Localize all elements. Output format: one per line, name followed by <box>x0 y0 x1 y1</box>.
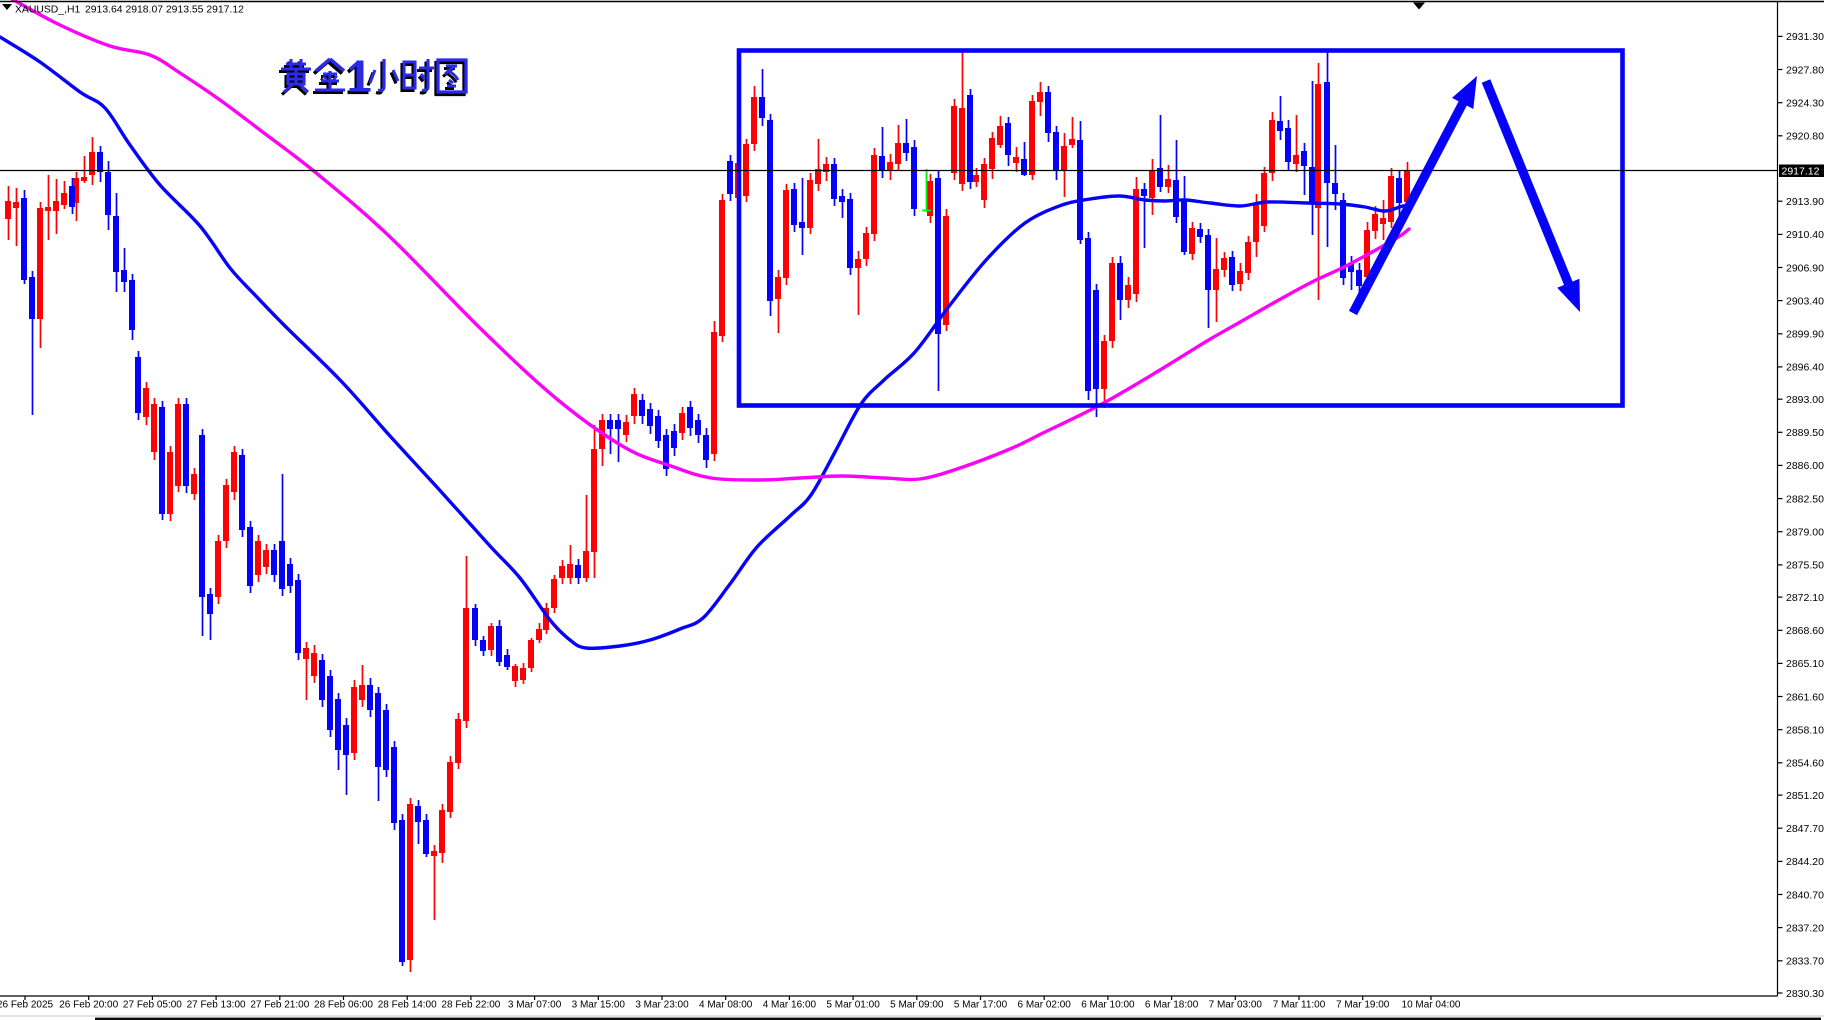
svg-text:28 Feb 14:00: 28 Feb 14:00 <box>378 1000 437 1011</box>
svg-text:2851.20: 2851.20 <box>1786 790 1824 802</box>
svg-text:27 Feb 05:00: 27 Feb 05:00 <box>123 1000 182 1011</box>
svg-text:2844.20: 2844.20 <box>1786 856 1824 868</box>
svg-text:4 Mar 16:00: 4 Mar 16:00 <box>763 1000 817 1011</box>
svg-text:6 Mar 02:00: 6 Mar 02:00 <box>1018 1000 1072 1011</box>
svg-text:26 Feb 2025: 26 Feb 2025 <box>0 1000 54 1011</box>
svg-text:2886.00: 2886.00 <box>1786 460 1824 472</box>
svg-text:6 Mar 10:00: 6 Mar 10:00 <box>1081 1000 1135 1011</box>
svg-text:5 Mar 09:00: 5 Mar 09:00 <box>890 1000 944 1011</box>
svg-text:2903.40: 2903.40 <box>1786 295 1824 307</box>
svg-text:2847.70: 2847.70 <box>1786 823 1824 835</box>
svg-text:6 Mar 18:00: 6 Mar 18:00 <box>1145 1000 1199 1011</box>
svg-text:2889.50: 2889.50 <box>1786 427 1824 439</box>
svg-text:2875.50: 2875.50 <box>1786 560 1824 572</box>
svg-text:2931.30: 2931.30 <box>1786 31 1824 43</box>
svg-text:2837.20: 2837.20 <box>1786 922 1824 934</box>
svg-text:2865.10: 2865.10 <box>1786 658 1824 670</box>
svg-text:3 Mar 07:00: 3 Mar 07:00 <box>508 1000 562 1011</box>
svg-text:3 Mar 15:00: 3 Mar 15:00 <box>572 1000 626 1011</box>
svg-text:2833.70: 2833.70 <box>1786 956 1824 968</box>
svg-text:7 Mar 03:00: 7 Mar 03:00 <box>1209 1000 1263 1011</box>
svg-text:2872.10: 2872.10 <box>1786 592 1824 604</box>
svg-text:7 Mar 11:00: 7 Mar 11:00 <box>1273 1000 1326 1011</box>
svg-text:2927.80: 2927.80 <box>1786 64 1824 76</box>
svg-text:2910.40: 2910.40 <box>1786 229 1824 241</box>
svg-text:26 Feb 20:00: 26 Feb 20:00 <box>59 1000 118 1011</box>
svg-text:2913.64 2918.07 2913.55 2917.1: 2913.64 2918.07 2913.55 2917.12 <box>85 4 244 15</box>
svg-text:3 Mar 23:00: 3 Mar 23:00 <box>635 1000 689 1011</box>
svg-text:28 Feb 06:00: 28 Feb 06:00 <box>314 1000 373 1011</box>
svg-text:2854.60: 2854.60 <box>1786 758 1824 770</box>
svg-text:2893.00: 2893.00 <box>1786 394 1824 406</box>
svg-text:2858.10: 2858.10 <box>1786 725 1824 737</box>
svg-text:27 Feb 13:00: 27 Feb 13:00 <box>187 1000 246 1011</box>
svg-text:2917.12: 2917.12 <box>1782 166 1820 178</box>
svg-text:4 Mar 08:00: 4 Mar 08:00 <box>699 1000 753 1011</box>
svg-text:27 Feb 21:00: 27 Feb 21:00 <box>250 1000 309 1011</box>
svg-text:7 Mar 19:00: 7 Mar 19:00 <box>1336 1000 1390 1011</box>
svg-text:28 Feb 22:00: 28 Feb 22:00 <box>441 1000 500 1011</box>
svg-text:2906.90: 2906.90 <box>1786 262 1824 274</box>
svg-text:2879.00: 2879.00 <box>1786 527 1824 539</box>
svg-text:2924.30: 2924.30 <box>1786 98 1824 110</box>
svg-text:2830.30: 2830.30 <box>1786 988 1824 1000</box>
svg-text:10 Mar 04:00: 10 Mar 04:00 <box>1402 1000 1461 1011</box>
svg-text:2920.80: 2920.80 <box>1786 131 1824 143</box>
svg-text:2868.60: 2868.60 <box>1786 625 1824 637</box>
svg-text:2840.70: 2840.70 <box>1786 889 1824 901</box>
svg-text:2896.40: 2896.40 <box>1786 362 1824 374</box>
svg-text:2861.60: 2861.60 <box>1786 691 1824 703</box>
svg-text:5 Mar 17:00: 5 Mar 17:00 <box>954 1000 1008 1011</box>
svg-text:XAUUSD_,H1: XAUUSD_,H1 <box>15 4 80 15</box>
svg-text:2882.50: 2882.50 <box>1786 493 1824 505</box>
svg-text:5 Mar 01:00: 5 Mar 01:00 <box>826 1000 880 1011</box>
svg-text:2899.90: 2899.90 <box>1786 329 1824 341</box>
svg-text:2913.90: 2913.90 <box>1786 196 1824 208</box>
